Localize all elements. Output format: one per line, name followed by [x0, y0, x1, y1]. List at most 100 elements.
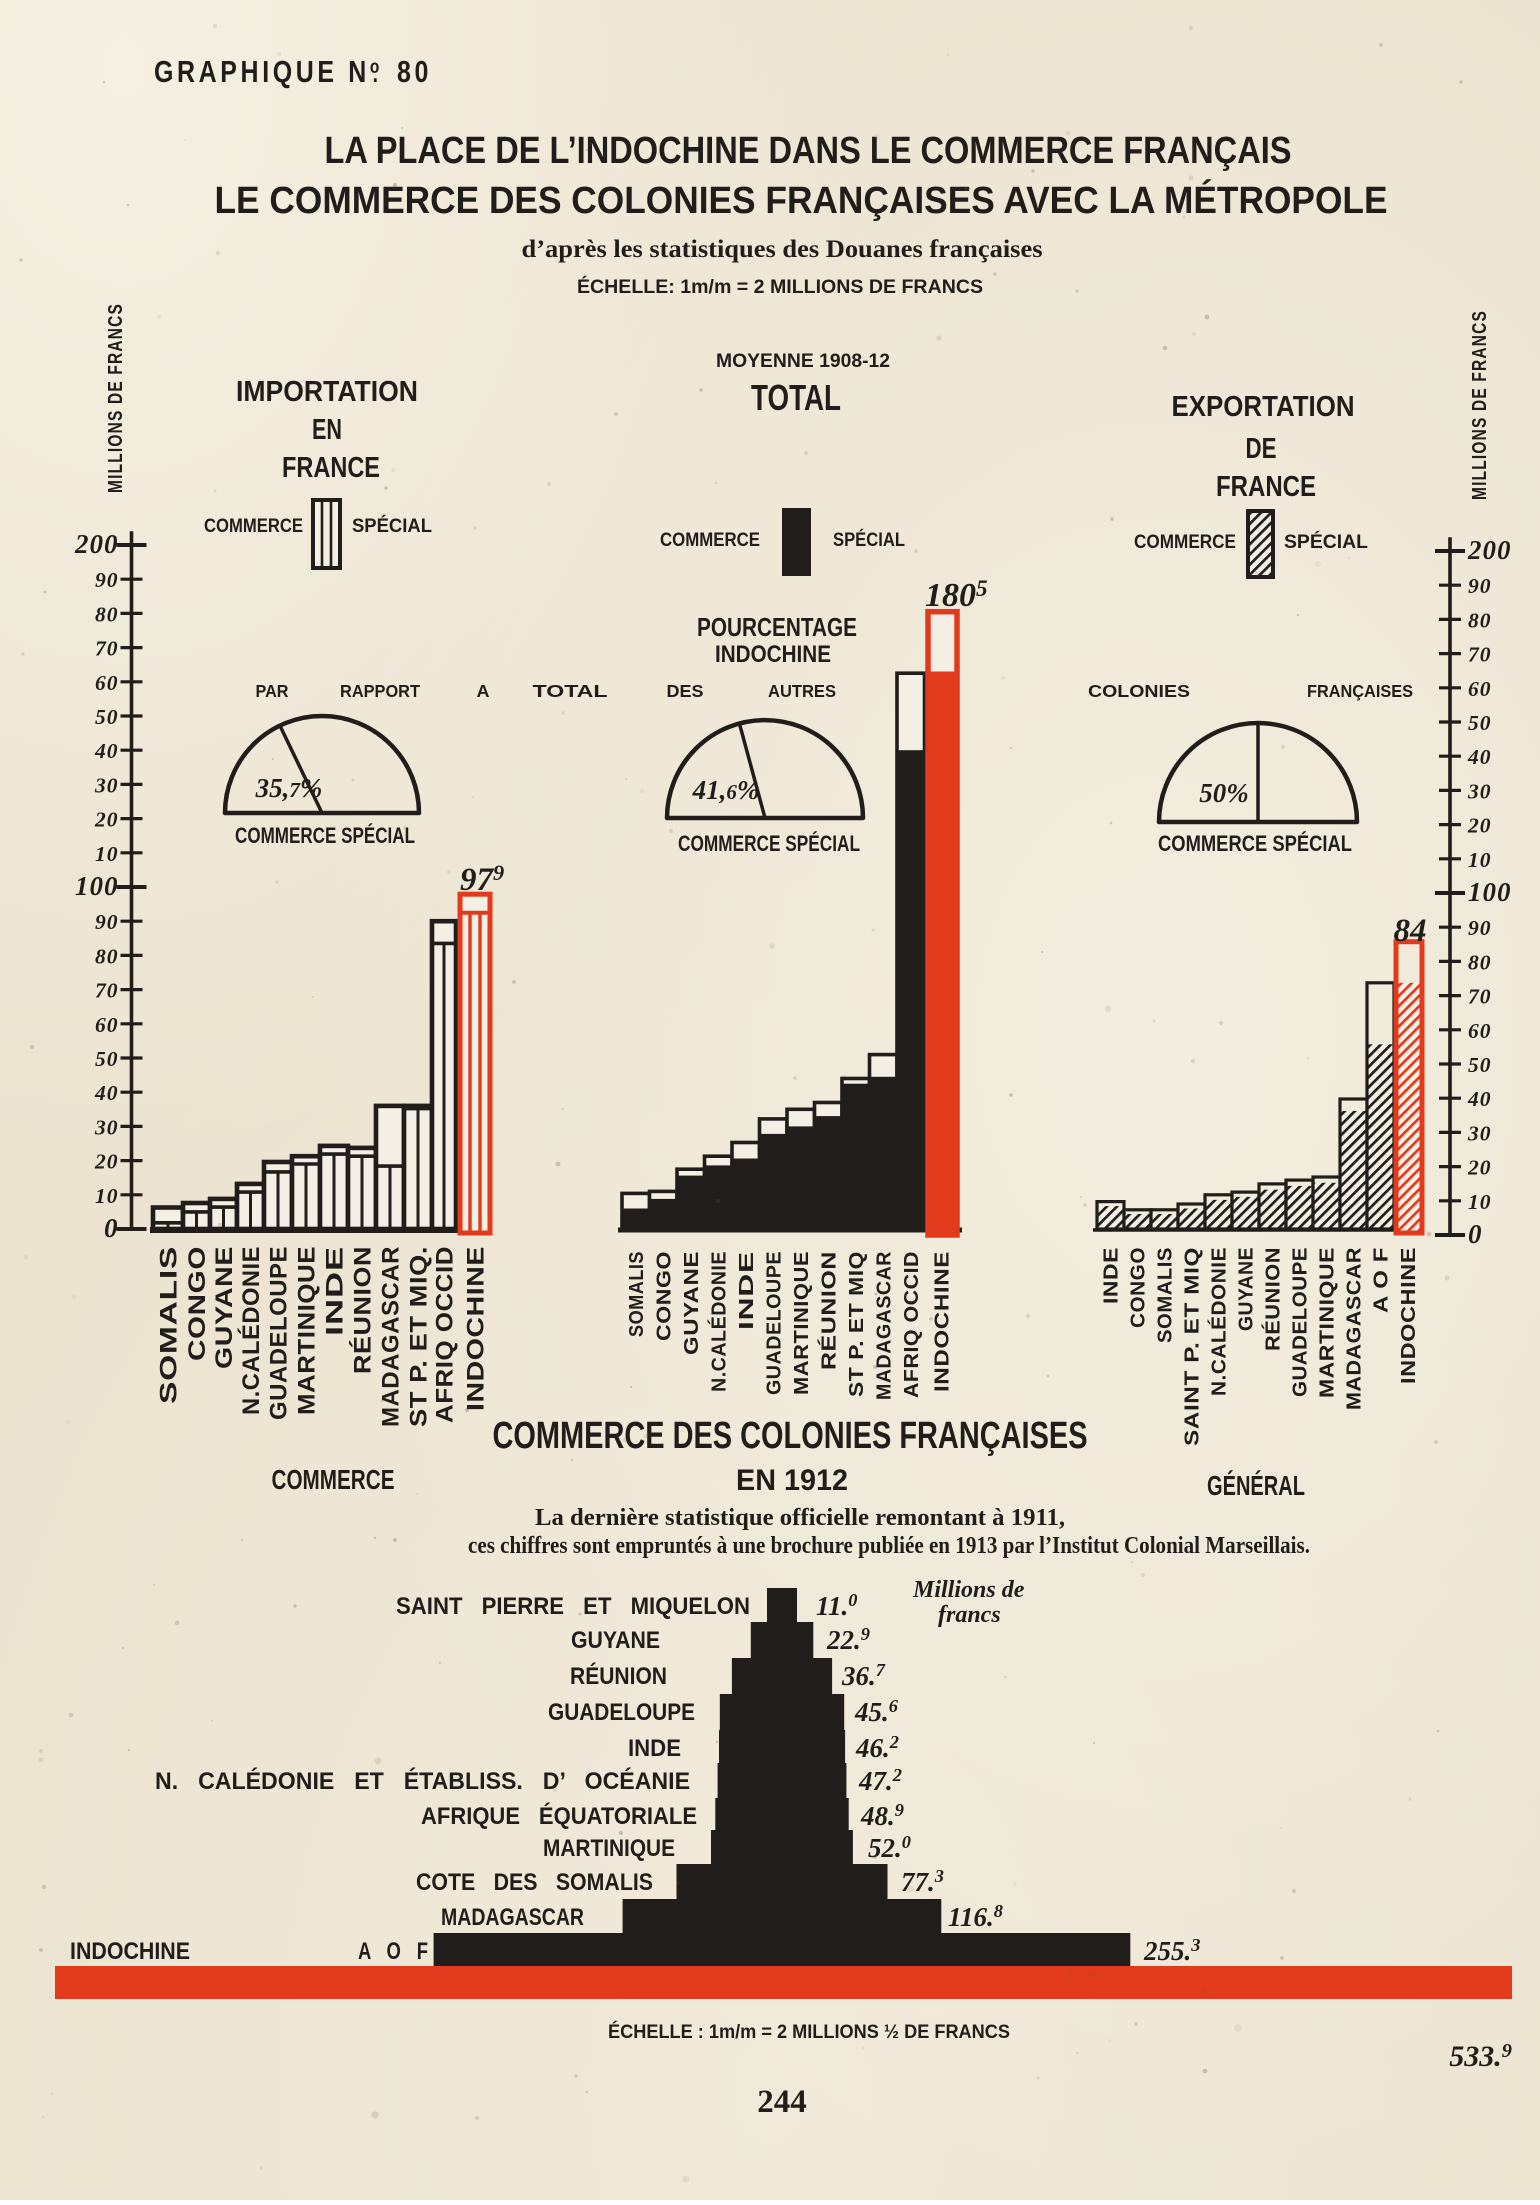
svg-text:A: A	[477, 681, 490, 701]
svg-text:200: 200	[74, 529, 119, 559]
svg-text:COTE DES SOMALIS: COTE DES SOMALIS	[416, 1869, 653, 1896]
svg-text:41,6%: 41,6%	[692, 775, 760, 805]
svg-text:PAR: PAR	[256, 681, 289, 701]
svg-text:RAPPORT: RAPPORT	[340, 681, 420, 701]
svg-text:50: 50	[95, 705, 119, 729]
svg-text:40: 40	[1467, 745, 1492, 769]
svg-text:80: 80	[1468, 950, 1492, 974]
svg-text:GUADELOUPE: GUADELOUPE	[266, 1246, 293, 1420]
svg-text:SOMALIS: SOMALIS	[156, 1246, 183, 1404]
svg-text:20: 20	[1467, 1156, 1492, 1180]
svg-text:36.7: 36.7	[841, 1660, 886, 1691]
svg-text:SAINT PIERRE ET MIQUELON: SAINT PIERRE ET MIQUELON	[396, 1593, 750, 1620]
svg-text:60: 60	[95, 1013, 119, 1037]
svg-text:DES: DES	[667, 681, 704, 701]
svg-text:AFRIQ OCCID: AFRIQ OCCID	[432, 1246, 459, 1423]
svg-text:MADAGASCAR: MADAGASCAR	[873, 1251, 895, 1400]
svg-text:MARTINIQUE: MARTINIQUE	[294, 1246, 321, 1415]
svg-text:MOYENNE 1908-12: MOYENNE 1908-12	[716, 351, 890, 372]
svg-text:84: 84	[1394, 913, 1427, 949]
svg-text:90: 90	[1468, 574, 1492, 598]
svg-text:70: 70	[95, 637, 119, 661]
svg-text:FRANCE: FRANCE	[282, 452, 380, 484]
svg-text:SAINT P. ET MIQ: SAINT P. ET MIQ	[1182, 1247, 1204, 1446]
svg-text:INDOCHINE: INDOCHINE	[932, 1251, 954, 1392]
svg-text:80: 80	[95, 602, 119, 626]
svg-text:MILLIONS DE FRANCS: MILLIONS DE FRANCS	[105, 303, 127, 493]
svg-text:FRANÇAISES: FRANÇAISES	[1307, 681, 1413, 701]
svg-text:533.9: 533.9	[1449, 2040, 1512, 2073]
svg-text:50: 50	[1468, 1053, 1492, 1077]
svg-text:SOMALIS: SOMALIS	[626, 1251, 648, 1337]
svg-text:244: 244	[757, 2084, 807, 2120]
svg-text:80: 80	[95, 944, 119, 968]
svg-text:90: 90	[95, 910, 119, 934]
svg-text:SPÉCIAL: SPÉCIAL	[833, 529, 905, 551]
svg-text:30: 30	[94, 773, 119, 797]
svg-text:35,7%: 35,7%	[255, 773, 323, 803]
svg-text:ces chiffres sont empruntés à: ces chiffres sont empruntés à une brochu…	[468, 1533, 1310, 1559]
svg-text:COMMERCE: COMMERCE	[660, 530, 760, 551]
svg-text:20: 20	[1467, 814, 1492, 838]
svg-text:CONGO: CONGO	[653, 1251, 675, 1341]
svg-text:INDOCHINE: INDOCHINE	[70, 1938, 190, 1965]
svg-text:MARTINIQUE: MARTINIQUE	[791, 1251, 813, 1395]
svg-text:GUYANE: GUYANE	[681, 1251, 703, 1355]
svg-text:COLONIES: COLONIES	[1088, 681, 1190, 701]
svg-text:La dernière statistique offici: La dernière statistique officielle remon…	[535, 1505, 1065, 1531]
svg-text:ÉCHELLE : 1m/m = 2 MILLIONS ½: ÉCHELLE : 1m/m = 2 MILLIONS ½ DE FRANCS	[608, 2021, 1010, 2043]
svg-text:GUADELOUPE: GUADELOUPE	[1290, 1247, 1312, 1397]
svg-text:GUYANE: GUYANE	[211, 1246, 238, 1369]
svg-text:ÉCHELLE: 1m/m = 2 MILLIONS: ÉCHELLE: 1m/m = 2 MILLIONS DE FRANCS	[577, 276, 983, 298]
svg-text:50: 50	[1468, 711, 1492, 735]
svg-text:ST P. ET MIQ.: ST P. ET MIQ.	[406, 1246, 433, 1427]
svg-text:MADAGASCAR: MADAGASCAR	[378, 1246, 405, 1427]
svg-text:COMMERCE: COMMERCE	[272, 1464, 395, 1495]
svg-text:INDOCHINE: INDOCHINE	[715, 641, 831, 668]
svg-text:GRAPHIQUE No. 80: GRAPHIQUE No. 80	[154, 54, 432, 89]
svg-text:RÉUNION: RÉUNION	[570, 1662, 667, 1690]
svg-text:MILLIONS DE FRANCS: MILLIONS DE FRANCS	[1469, 310, 1491, 500]
svg-text:RÉUNION: RÉUNION	[1262, 1247, 1285, 1351]
svg-text:SPÉCIAL: SPÉCIAL	[352, 515, 432, 537]
svg-text:N.CALÉDONIE: N.CALÉDONIE	[707, 1251, 730, 1392]
svg-text:SPÉCIAL: SPÉCIAL	[1284, 531, 1368, 553]
svg-text:255.3: 255.3	[1143, 1935, 1200, 1966]
svg-text:MADAGASCAR: MADAGASCAR	[1344, 1247, 1366, 1410]
svg-text:INDE: INDE	[628, 1735, 681, 1762]
svg-text:INDE: INDE	[322, 1246, 349, 1336]
svg-text:EN: EN	[312, 414, 342, 446]
svg-text:40: 40	[94, 1081, 119, 1105]
svg-text:N.CALÉDONIE: N.CALÉDONIE	[237, 1246, 265, 1415]
svg-text:AUTRES: AUTRES	[768, 681, 836, 701]
svg-text:ST P. ET MIQ: ST P. ET MIQ	[846, 1251, 868, 1397]
svg-text:RÉUNION: RÉUNION	[817, 1251, 840, 1370]
svg-text:50: 50	[95, 1047, 119, 1071]
svg-text:francs: francs	[938, 1602, 1001, 1628]
svg-text:INDOCHINE: INDOCHINE	[1398, 1247, 1420, 1384]
svg-text:70: 70	[95, 979, 119, 1003]
svg-text:INDE: INDE	[736, 1251, 758, 1330]
svg-text:N. CALÉDONIE ET ÉTABLISS. D’ O: N. CALÉDONIE ET ÉTABLISS. D’ OCÉANIE	[155, 1767, 690, 1795]
svg-text:20: 20	[94, 1150, 119, 1174]
svg-text:A O F: A O F	[358, 1938, 428, 1965]
svg-text:10: 10	[95, 842, 119, 866]
svg-text:Millions de: Millions de	[912, 1577, 1025, 1603]
svg-text:INDOCHINE: INDOCHINE	[463, 1246, 490, 1411]
svg-text:90: 90	[1468, 916, 1492, 940]
svg-text:30: 30	[1467, 779, 1492, 803]
svg-text:AFRIQUE ÉQUATORIALE: AFRIQUE ÉQUATORIALE	[421, 1802, 697, 1830]
svg-text:N.CALÉDONIE: N.CALÉDONIE	[1208, 1247, 1231, 1396]
svg-text:SOMALIS: SOMALIS	[1155, 1247, 1177, 1343]
svg-text:GUYANE: GUYANE	[1236, 1247, 1258, 1331]
svg-text:COMMERCE: COMMERCE	[204, 516, 303, 537]
svg-text:DE: DE	[1246, 433, 1277, 465]
svg-text:20: 20	[94, 808, 119, 832]
svg-text:AFRIQ OCCID: AFRIQ OCCID	[901, 1251, 923, 1398]
svg-text:GÉNÉRAL: GÉNÉRAL	[1207, 1470, 1305, 1501]
svg-text:A O F: A O F	[1371, 1247, 1393, 1313]
svg-text:COMMERCE SPÉCIAL: COMMERCE SPÉCIAL	[235, 823, 415, 848]
svg-text:50%: 50%	[1199, 778, 1249, 808]
svg-text:10: 10	[1468, 1190, 1492, 1214]
svg-text:POURCENTAGE: POURCENTAGE	[697, 612, 857, 642]
